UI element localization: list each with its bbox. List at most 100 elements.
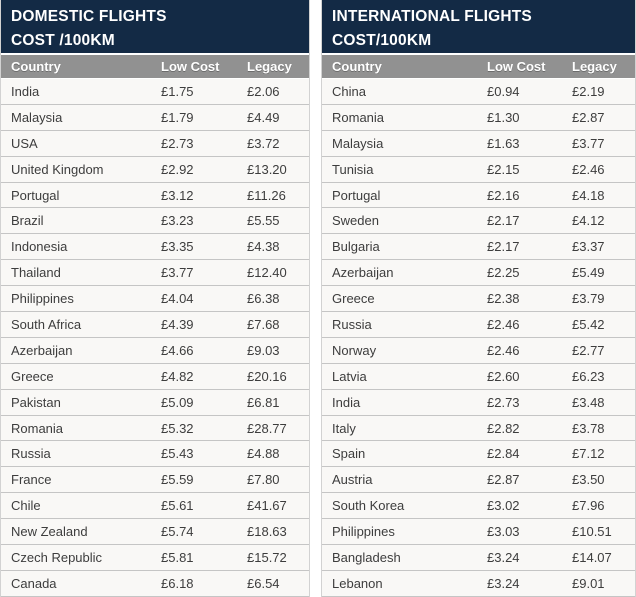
legacy-cell: £3.37 bbox=[572, 239, 605, 255]
country-cell: Russia bbox=[332, 316, 372, 332]
table-row: Philippines £4.04 £6.38 bbox=[1, 286, 309, 313]
table-row: Italy £2.82 £3.78 bbox=[322, 415, 635, 442]
table-row: USA £2.73 £3.72 bbox=[1, 130, 309, 157]
country-column-header: Country bbox=[332, 59, 382, 74]
legacy-cell: £41.67 bbox=[247, 498, 287, 514]
table-row: Spain £2.84 £7.12 bbox=[322, 441, 635, 468]
low-cost-cell: £5.09 bbox=[161, 394, 194, 410]
low-cost-cell: £3.24 bbox=[487, 549, 520, 565]
legacy-cell: £3.78 bbox=[572, 420, 605, 436]
country-cell: Czech Republic bbox=[11, 549, 103, 565]
table-row: Azerbaijan £4.66 £9.03 bbox=[1, 337, 309, 364]
country-cell: Lebanon bbox=[332, 575, 383, 591]
country-cell: Malaysia bbox=[11, 109, 63, 125]
legacy-cell: £3.72 bbox=[247, 135, 280, 151]
table-row: Malaysia £1.79 £4.49 bbox=[1, 104, 309, 131]
international-flights-table: INTERNATIONAL FLIGHTS COST/100KM Country… bbox=[321, 0, 636, 597]
table-row: Philippines £3.03 £10.51 bbox=[322, 519, 635, 546]
country-cell: Azerbaijan bbox=[332, 265, 394, 281]
legacy-cell: £4.49 bbox=[247, 109, 280, 125]
legacy-cell: £13.20 bbox=[247, 161, 287, 177]
table-row: Canada £6.18 £6.54 bbox=[1, 570, 309, 597]
legacy-cell: £12.40 bbox=[247, 265, 287, 281]
low-cost-cell: £2.15 bbox=[487, 161, 520, 177]
country-cell: Russia bbox=[11, 446, 51, 462]
table-row: Lebanon £3.24 £9.01 bbox=[322, 570, 635, 597]
low-cost-cell: £3.24 bbox=[487, 575, 520, 591]
low-cost-cell: £4.04 bbox=[161, 291, 194, 307]
country-cell: Malaysia bbox=[332, 135, 384, 151]
domestic-title-line2: COST /100KM bbox=[11, 32, 115, 49]
legacy-cell: £15.72 bbox=[247, 549, 287, 565]
low-cost-cell: £3.23 bbox=[161, 213, 194, 229]
domestic-column-header-row: Country Low Cost Legacy bbox=[1, 55, 309, 78]
legacy-cell: £18.63 bbox=[247, 524, 287, 540]
low-cost-cell: £1.75 bbox=[161, 83, 194, 99]
legacy-cell: £2.46 bbox=[572, 161, 605, 177]
country-cell: United Kingdom bbox=[11, 161, 104, 177]
table-row: India £2.73 £3.48 bbox=[322, 389, 635, 416]
domestic-title: DOMESTIC FLIGHTS COST /100KM bbox=[1, 0, 309, 53]
legacy-cell: £4.18 bbox=[572, 187, 605, 203]
low-cost-cell: £2.60 bbox=[487, 368, 520, 384]
table-row: Romania £1.30 £2.87 bbox=[322, 104, 635, 131]
low-cost-cell: £2.16 bbox=[487, 187, 520, 203]
country-cell: South Korea bbox=[332, 498, 405, 514]
legacy-cell: £9.01 bbox=[572, 575, 605, 591]
low-cost-column-header: Low Cost bbox=[161, 59, 220, 74]
legacy-cell: £10.51 bbox=[572, 524, 612, 540]
table-row: India £1.75 £2.06 bbox=[1, 79, 309, 105]
legacy-cell: £5.42 bbox=[572, 316, 605, 332]
country-cell: Canada bbox=[11, 575, 57, 591]
low-cost-cell: £1.79 bbox=[161, 109, 194, 125]
international-title-line2: COST/100KM bbox=[332, 32, 432, 49]
table-row: Greece £2.38 £3.79 bbox=[322, 286, 635, 313]
country-cell: Thailand bbox=[11, 265, 61, 281]
country-cell: Philippines bbox=[332, 524, 395, 540]
low-cost-cell: £2.92 bbox=[161, 161, 194, 177]
table-row: Pakistan £5.09 £6.81 bbox=[1, 389, 309, 416]
table-row: United Kingdom £2.92 £13.20 bbox=[1, 156, 309, 183]
country-cell: Norway bbox=[332, 342, 377, 358]
low-cost-cell: £3.77 bbox=[161, 265, 194, 281]
country-cell: Greece bbox=[332, 291, 375, 307]
country-cell: New Zealand bbox=[11, 524, 88, 540]
low-cost-cell: £2.38 bbox=[487, 291, 520, 307]
legacy-cell: £2.06 bbox=[247, 83, 280, 99]
legacy-cell: £4.38 bbox=[247, 239, 280, 255]
legacy-cell: £7.96 bbox=[572, 498, 605, 514]
low-cost-cell: £0.94 bbox=[487, 83, 520, 99]
low-cost-cell: £3.02 bbox=[487, 498, 520, 514]
low-cost-cell: £2.25 bbox=[487, 265, 520, 281]
legacy-cell: £5.55 bbox=[247, 213, 280, 229]
country-cell: Sweden bbox=[332, 213, 379, 229]
low-cost-cell: £1.63 bbox=[487, 135, 520, 151]
legacy-cell: £4.88 bbox=[247, 446, 280, 462]
low-cost-cell: £1.30 bbox=[487, 109, 520, 125]
international-rows: China £0.94 £2.19 Romania £1.30 £2.87 Malaysia… bbox=[322, 79, 635, 597]
country-cell: China bbox=[332, 83, 366, 99]
table-row: Latvia £2.60 £6.23 bbox=[322, 363, 635, 390]
legacy-cell: £14.07 bbox=[572, 549, 612, 565]
low-cost-cell: £2.84 bbox=[487, 446, 520, 462]
low-cost-cell: £2.82 bbox=[487, 420, 520, 436]
low-cost-cell: £2.17 bbox=[487, 213, 520, 229]
country-cell: Philippines bbox=[11, 291, 74, 307]
international-column-header-row: Country Low Cost Legacy bbox=[322, 55, 635, 78]
international-title: INTERNATIONAL FLIGHTS COST/100KM bbox=[322, 0, 635, 53]
legacy-cell: £6.38 bbox=[247, 291, 280, 307]
domestic-title-line1: DOMESTIC FLIGHTS bbox=[11, 8, 167, 25]
domestic-rows: India £1.75 £2.06 Malaysia £1.79 £4.49 USA £2.7… bbox=[1, 79, 309, 597]
table-row: Romania £5.32 £28.77 bbox=[1, 415, 309, 442]
low-cost-cell: £4.66 bbox=[161, 342, 194, 358]
table-row: Austria £2.87 £3.50 bbox=[322, 467, 635, 494]
table-row: Azerbaijan £2.25 £5.49 bbox=[322, 260, 635, 287]
low-cost-cell: £2.46 bbox=[487, 316, 520, 332]
country-cell: Portugal bbox=[332, 187, 381, 203]
country-cell: Bangladesh bbox=[332, 549, 401, 565]
table-row: South Korea £3.02 £7.96 bbox=[322, 493, 635, 520]
country-cell: Romania bbox=[332, 109, 385, 125]
table-row: Greece £4.82 £20.16 bbox=[1, 363, 309, 390]
legacy-cell: £3.48 bbox=[572, 394, 605, 410]
table-row: Portugal £3.12 £11.26 bbox=[1, 182, 309, 209]
